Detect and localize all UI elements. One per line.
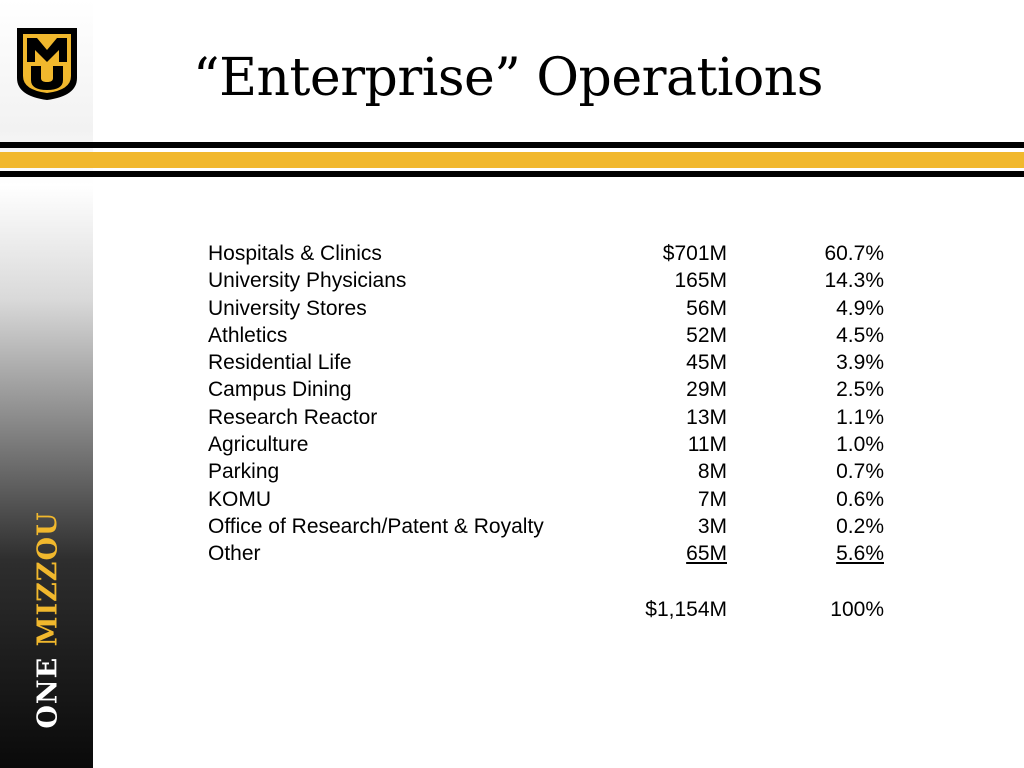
mu-logo-icon bbox=[17, 28, 77, 100]
row-percent: 14.3% bbox=[824, 269, 884, 293]
total-row: $1,154M 100% bbox=[208, 596, 884, 623]
header-stripe-black-top bbox=[0, 142, 1024, 148]
row-name: Residential Life bbox=[208, 351, 352, 375]
row-amount: $701M bbox=[662, 242, 727, 265]
row-percent: 2.5% bbox=[836, 378, 884, 402]
row-amount: 3M bbox=[697, 514, 727, 538]
row-amount: 29M bbox=[686, 378, 727, 402]
row-percent: 0.7% bbox=[836, 460, 884, 484]
row-amount: 56M bbox=[686, 296, 727, 320]
row-name: KOMU bbox=[208, 487, 271, 511]
row-name: University Physicians bbox=[208, 269, 407, 293]
total-amount: $1,154M bbox=[645, 598, 727, 621]
row-percent: 1.1% bbox=[836, 405, 884, 429]
row-amount: 13M bbox=[686, 405, 727, 429]
row-name: Hospitals & Clinics bbox=[208, 242, 382, 265]
row-percent: 4.9% bbox=[836, 296, 884, 320]
table-row: University Physicians 165M 14.3% bbox=[208, 267, 884, 294]
table-row: KOMU 7M 0.6% bbox=[208, 486, 884, 513]
row-percent: 4.5% bbox=[836, 323, 884, 347]
row-name: Research Reactor bbox=[208, 405, 378, 429]
row-amount: 11M bbox=[687, 433, 727, 457]
header-stripe-black-bottom bbox=[0, 171, 1024, 177]
table-row: Office of Research/Patent & Royalty 3M 0… bbox=[208, 513, 884, 540]
row-amount: 7M bbox=[697, 487, 727, 511]
table-row: University Stores 56M 4.9% bbox=[208, 295, 884, 322]
table-row: Research Reactor 13M 1.1% bbox=[208, 404, 884, 431]
table-row: Athletics 52M 4.5% bbox=[208, 322, 884, 349]
row-percent: 60.7% bbox=[824, 242, 884, 265]
table-row: Agriculture 11M 1.0% bbox=[208, 431, 884, 458]
row-percent: 5.6% bbox=[836, 542, 884, 566]
row-amount: 8M bbox=[697, 460, 727, 484]
row-amount: 165M bbox=[674, 269, 727, 293]
row-amount: 65M bbox=[686, 542, 727, 566]
table-row: Other 65M 5.6% bbox=[208, 540, 884, 567]
row-percent: 3.9% bbox=[836, 351, 884, 375]
row-amount: 45M bbox=[686, 351, 727, 375]
row-name: University Stores bbox=[208, 296, 367, 320]
row-name: Agriculture bbox=[208, 433, 309, 457]
table-row: Parking 8M 0.7% bbox=[208, 458, 884, 485]
one-mizzou-tagline: ONE MIZZOU bbox=[33, 511, 64, 728]
tagline-mizzou: MIZZOU bbox=[32, 511, 64, 647]
row-name: Other bbox=[208, 542, 261, 566]
table-row: Campus Dining 29M 2.5% bbox=[208, 376, 884, 403]
row-name: Parking bbox=[208, 460, 280, 484]
total-percent: 100% bbox=[830, 598, 884, 621]
row-percent: 0.6% bbox=[836, 487, 884, 511]
row-amount: 52M bbox=[686, 323, 727, 347]
table-row: Residential Life 45M 3.9% bbox=[208, 349, 884, 376]
row-name: Athletics bbox=[208, 323, 288, 347]
sidebar: ONE MIZZOU bbox=[0, 0, 93, 768]
row-name: Campus Dining bbox=[208, 378, 352, 402]
header-stripe-gold bbox=[0, 152, 1024, 168]
row-name: Office of Research/Patent & Royalty bbox=[208, 514, 544, 538]
page-title: “Enterprise” Operations bbox=[193, 48, 823, 108]
table-row: Hospitals & Clinics $701M 60.7% bbox=[208, 240, 884, 267]
row-percent: 1.0% bbox=[836, 433, 884, 457]
tagline-one: ONE bbox=[32, 656, 64, 729]
operations-table: Hospitals & Clinics $701M 60.7% Universi… bbox=[208, 240, 884, 621]
row-percent: 0.2% bbox=[836, 514, 884, 538]
